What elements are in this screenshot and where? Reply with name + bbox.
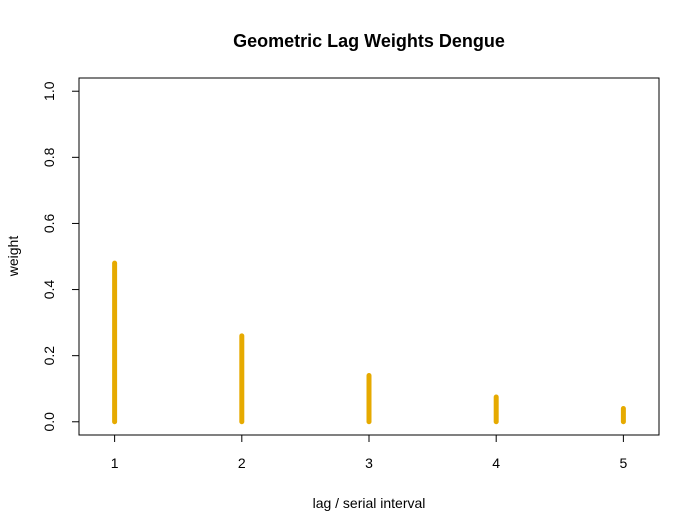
y-tick-label: 0.2 — [41, 346, 57, 366]
x-tick-label: 5 — [619, 455, 627, 471]
x-axis-label: lag / serial interval — [313, 495, 426, 511]
bars-group — [112, 260, 626, 425]
y-tick-label: 0.4 — [41, 280, 57, 300]
x-axis: 1 2 3 4 5 — [111, 434, 627, 471]
y-tick-label: 0.6 — [41, 214, 57, 234]
chart-title: Geometric Lag Weights Dengue — [233, 31, 505, 51]
x-tick-label: 1 — [111, 455, 119, 471]
x-tick-label: 4 — [492, 455, 500, 471]
y-axis: 0.0 0.2 0.4 0.6 0.8 1.0 — [41, 81, 80, 432]
x-tick-label: 2 — [238, 455, 246, 471]
y-tick-label: 1.0 — [41, 81, 57, 101]
y-tick-label: 0.8 — [41, 147, 57, 167]
y-tick-label: 0.0 — [41, 412, 57, 432]
y-axis-label: weight — [5, 236, 21, 278]
x-tick-label: 3 — [365, 455, 373, 471]
